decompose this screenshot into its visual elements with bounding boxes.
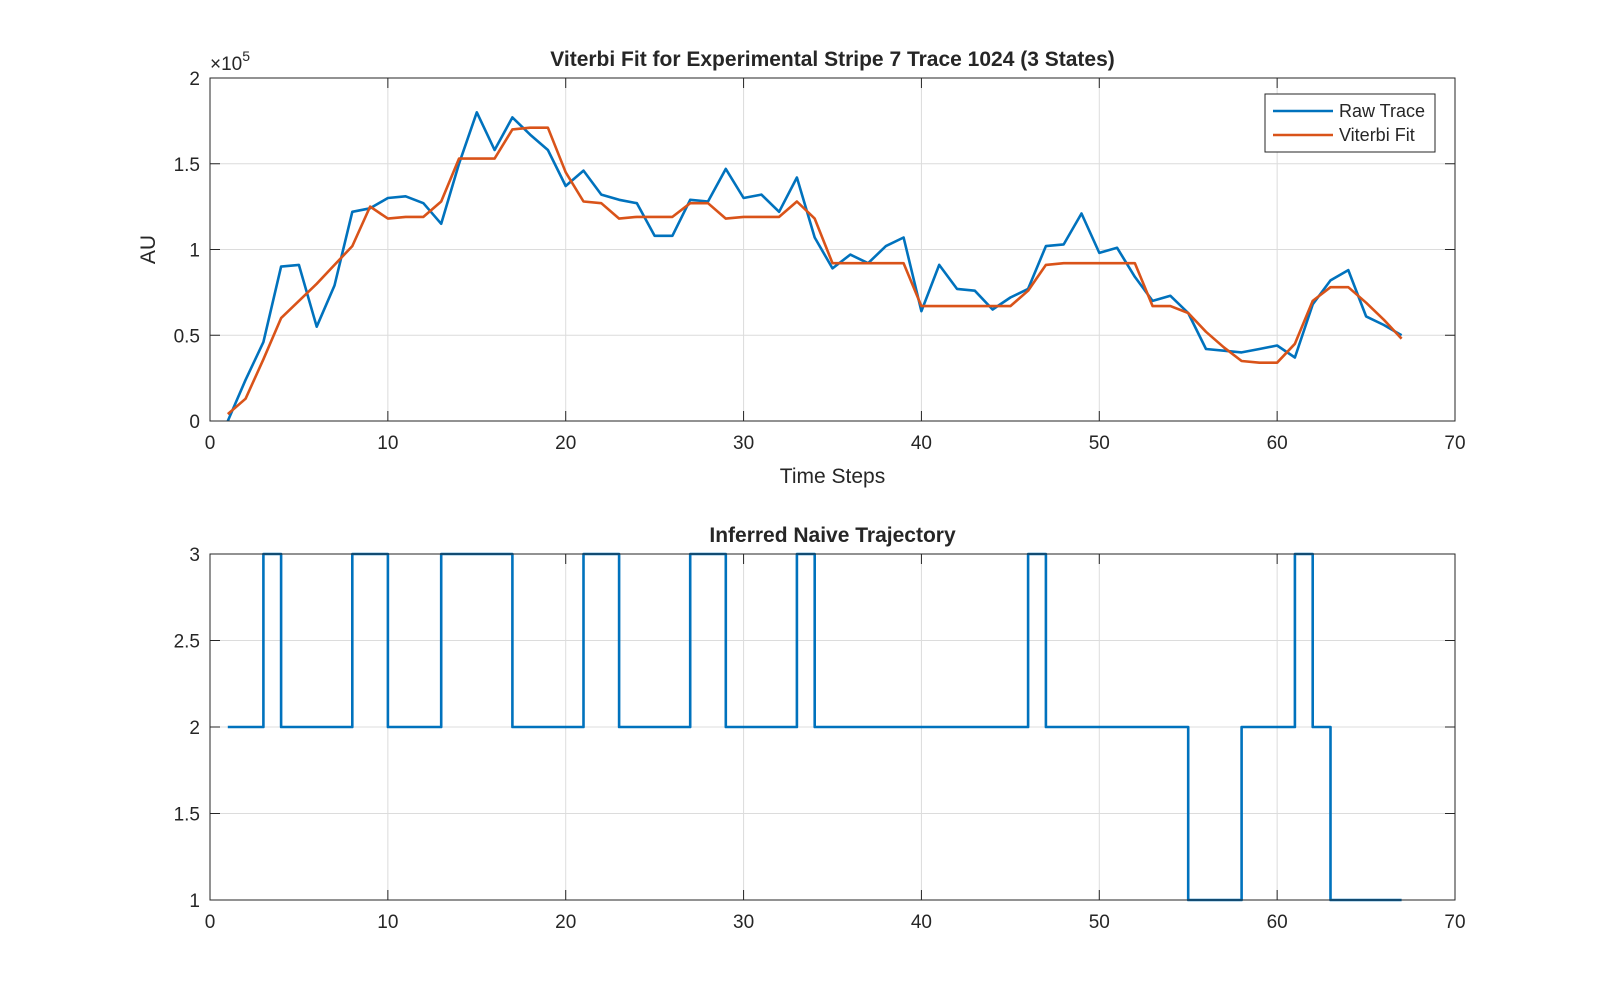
y-tick-label: 1.5: [174, 805, 200, 826]
axes-box: [209, 77, 1456, 422]
y-tick-label: 1: [189, 891, 200, 912]
x-tick-label: 40: [911, 433, 932, 454]
legend-label-0: Raw Trace: [1339, 101, 1425, 121]
x-tick-label: 30: [733, 912, 754, 933]
y-tick-label: 2: [189, 69, 200, 90]
x-tick-label: 60: [1267, 912, 1288, 933]
x-tick-label: 20: [555, 912, 576, 933]
x-tick-label: 60: [1267, 433, 1288, 454]
x-tick-label: 10: [377, 433, 398, 454]
legend-box: [1264, 93, 1436, 153]
x-tick-label: 40: [911, 912, 932, 933]
x-tick-label: 10: [377, 912, 398, 933]
top-plot: 0 10 20 30 40 50 60 70 0 0.5 1 1.5 2 Viterbi Fit for …: [137, 48, 1466, 488]
y-exponent-base: ×10: [210, 54, 242, 75]
y-tick-label: 0: [189, 412, 200, 433]
x-tick-label: 30: [733, 433, 754, 454]
y-tick-label: 2: [189, 718, 200, 739]
y-tick-label: 1: [189, 241, 200, 262]
axes-box: [209, 553, 1456, 901]
y-tick-label: 1.5: [174, 155, 200, 176]
y-axis-label: AU: [137, 235, 160, 264]
y-exponent-power: 5: [242, 48, 250, 64]
y-tick-label: 0.5: [174, 326, 200, 347]
y-tick-label: 2.5: [174, 632, 200, 653]
y-exponent-label: ×105: [210, 48, 250, 75]
x-tick-label: 20: [555, 433, 576, 454]
y-tick-label: 3: [189, 545, 200, 566]
chart-title: Inferred Naive Trajectory: [709, 524, 956, 547]
series-line-1: [226, 126, 1403, 416]
x-tick-label: 0: [205, 433, 216, 454]
x-tick-label: 0: [205, 912, 216, 933]
legend-label-1: Viterbi Fit: [1339, 125, 1415, 145]
x-tick-label: 70: [1444, 912, 1465, 933]
x-tick-label: 50: [1089, 433, 1110, 454]
series-line-0: [226, 111, 1403, 422]
chart-title: Viterbi Fit for Experimental Stripe 7 Tr…: [550, 48, 1115, 71]
x-axis-label: Time Steps: [780, 465, 885, 488]
bottom-plot: 0 10 20 30 40 50 60 70 1 1.5 2 2.5 3 Inferred Naive T…: [174, 524, 1466, 933]
x-tick-label: 70: [1444, 433, 1465, 454]
x-tick-label: 50: [1089, 912, 1110, 933]
